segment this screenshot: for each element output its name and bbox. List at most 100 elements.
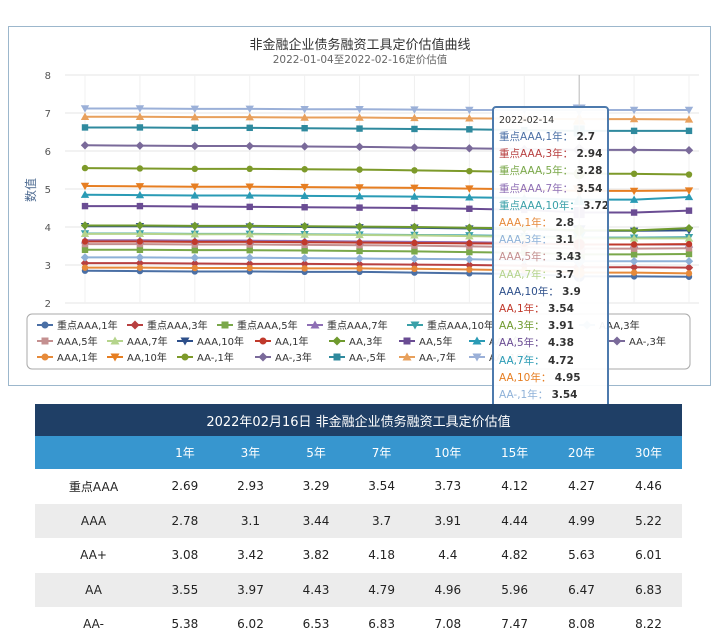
data-point[interactable]	[301, 166, 308, 173]
data-point[interactable]	[629, 106, 639, 115]
legend-item[interactable]: AA-,3年	[255, 351, 312, 364]
data-point[interactable]	[630, 127, 638, 135]
data-point[interactable]	[410, 222, 419, 232]
data-point[interactable]	[684, 115, 694, 123]
legend-item[interactable]: AA,1年	[255, 335, 309, 348]
data-point[interactable]	[465, 185, 474, 193]
legend-item[interactable]: 重点AAA,7年	[307, 319, 388, 332]
data-point[interactable]	[410, 184, 419, 193]
data-point[interactable]	[356, 125, 363, 132]
data-point[interactable]	[685, 171, 693, 178]
data-point[interactable]	[246, 165, 253, 173]
data-point[interactable]	[301, 265, 308, 272]
data-point[interactable]	[300, 106, 309, 114]
data-point[interactable]	[630, 209, 638, 216]
data-point[interactable]	[629, 145, 639, 155]
data-point[interactable]	[136, 124, 144, 131]
data-point[interactable]	[630, 170, 638, 177]
data-point[interactable]	[356, 204, 363, 211]
data-point[interactable]	[355, 106, 364, 114]
data-point[interactable]	[136, 264, 144, 271]
data-point[interactable]	[135, 221, 145, 230]
data-point[interactable]	[630, 245, 638, 252]
data-point[interactable]	[355, 184, 364, 192]
data-point[interactable]	[190, 141, 200, 151]
data-point[interactable]	[629, 234, 639, 242]
data-point[interactable]	[246, 264, 253, 272]
data-point[interactable]	[246, 246, 253, 254]
data-point[interactable]	[81, 238, 89, 245]
legend-item[interactable]: AA-,5年	[329, 351, 386, 364]
legend-item[interactable]: AAA,10年	[177, 335, 244, 348]
data-point[interactable]	[190, 253, 200, 262]
data-point[interactable]	[684, 257, 694, 266]
data-point[interactable]	[300, 222, 309, 231]
data-point[interactable]	[411, 239, 418, 247]
data-point[interactable]	[80, 253, 90, 262]
data-point[interactable]	[81, 124, 89, 131]
data-point[interactable]	[301, 239, 308, 246]
data-point[interactable]	[190, 259, 200, 268]
legend-item[interactable]: AA-,1年	[177, 351, 234, 364]
data-point[interactable]	[684, 146, 694, 155]
data-point[interactable]	[355, 142, 364, 152]
data-point[interactable]	[245, 191, 254, 199]
data-point[interactable]	[465, 223, 474, 232]
data-point[interactable]	[411, 248, 418, 255]
data-point[interactable]	[684, 263, 694, 272]
data-point[interactable]	[245, 183, 254, 191]
data-point[interactable]	[355, 230, 364, 239]
data-point[interactable]	[300, 142, 309, 151]
data-point[interactable]	[80, 258, 90, 268]
data-point[interactable]	[135, 229, 145, 238]
legend-item[interactable]: AA-,3年	[609, 335, 666, 348]
legend-item[interactable]: 重点AAA,10年	[407, 319, 494, 332]
data-point[interactable]	[411, 125, 418, 133]
data-point[interactable]	[356, 239, 363, 246]
data-point[interactable]	[466, 126, 473, 133]
data-point[interactable]	[685, 127, 693, 135]
data-point[interactable]	[356, 247, 363, 255]
data-point[interactable]	[685, 240, 693, 248]
data-point[interactable]	[191, 264, 199, 272]
data-point[interactable]	[80, 112, 90, 120]
data-point[interactable]	[300, 191, 309, 200]
data-point[interactable]	[135, 258, 145, 268]
data-point[interactable]	[135, 105, 145, 113]
data-point[interactable]	[355, 192, 364, 200]
data-point[interactable]	[685, 207, 693, 214]
data-point[interactable]	[191, 203, 199, 210]
legend-item[interactable]: AAA,7年	[107, 335, 168, 348]
data-point[interactable]	[410, 254, 419, 264]
data-point[interactable]	[465, 193, 474, 201]
data-point[interactable]	[300, 183, 309, 192]
legend-item[interactable]: AAA,5年	[37, 335, 98, 348]
data-point[interactable]	[630, 269, 638, 276]
data-point[interactable]	[80, 141, 90, 150]
data-point[interactable]	[466, 167, 473, 175]
data-point[interactable]	[685, 245, 693, 252]
data-point[interactable]	[410, 106, 419, 114]
data-point[interactable]	[81, 264, 89, 271]
data-point[interactable]	[81, 202, 89, 210]
data-point[interactable]	[684, 234, 694, 242]
data-point[interactable]	[136, 202, 144, 210]
data-point[interactable]	[355, 222, 364, 231]
data-point[interactable]	[355, 113, 364, 121]
data-point[interactable]	[629, 187, 639, 196]
data-point[interactable]	[629, 114, 639, 123]
data-point[interactable]	[246, 203, 253, 211]
data-point[interactable]	[301, 247, 308, 254]
data-point[interactable]	[136, 238, 144, 245]
data-point[interactable]	[630, 241, 638, 248]
data-point[interactable]	[191, 238, 199, 246]
legend-item[interactable]: AA,10年	[107, 351, 167, 364]
data-point[interactable]	[80, 229, 90, 238]
data-point[interactable]	[629, 226, 639, 235]
data-point[interactable]	[411, 265, 418, 272]
data-point[interactable]	[465, 231, 474, 240]
data-point[interactable]	[465, 114, 474, 122]
data-point[interactable]	[629, 195, 639, 203]
data-point[interactable]	[190, 230, 200, 238]
data-point[interactable]	[245, 221, 254, 231]
